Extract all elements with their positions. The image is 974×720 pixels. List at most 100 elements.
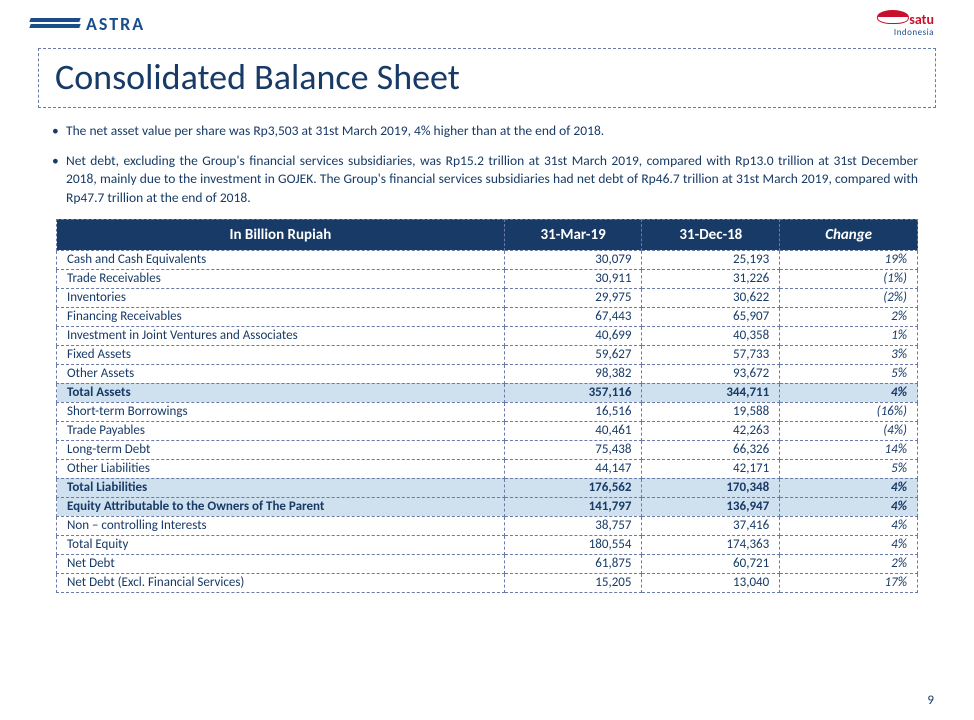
table-row: Non – controlling Interests38,75737,4164…: [57, 516, 918, 535]
value-dec18: 136,947: [642, 497, 780, 516]
value-change: 19%: [780, 250, 918, 269]
table-row: Inventories29,97530,622(2%): [57, 288, 918, 307]
value-dec18: 25,193: [642, 250, 780, 269]
value-dec18: 30,622: [642, 288, 780, 307]
value-dec18: 19,588: [642, 402, 780, 421]
col-header-change: Change: [780, 219, 918, 250]
row-label: Other Assets: [57, 364, 505, 383]
value-change: 1%: [780, 326, 918, 345]
table-row: Other Assets98,38293,6725%: [57, 364, 918, 383]
satu-logo-text-top: satu: [909, 11, 934, 28]
balance-sheet-table-wrapper: In Billion Rupiah 31-Mar-19 31-Dec-18 Ch…: [56, 219, 918, 593]
value-dec18: 13,040: [642, 573, 780, 592]
value-mar19: 176,562: [504, 478, 642, 497]
bullet-item: The net asset value per share was Rp3,50…: [66, 122, 918, 140]
balance-sheet-table: In Billion Rupiah 31-Mar-19 31-Dec-18 Ch…: [56, 219, 918, 593]
table-row: Equity Attributable to the Owners of The…: [57, 497, 918, 516]
value-change: (16%): [780, 402, 918, 421]
value-dec18: 66,326: [642, 440, 780, 459]
astra-swoosh-icon: [30, 18, 80, 30]
value-dec18: 42,263: [642, 421, 780, 440]
row-label: Investment in Joint Ventures and Associa…: [57, 326, 505, 345]
value-change: (2%): [780, 288, 918, 307]
row-label: Long-term Debt: [57, 440, 505, 459]
satu-indonesia-logo: satu Indonesia: [877, 10, 934, 37]
table-row: Net Debt (Excl. Financial Services)15,20…: [57, 573, 918, 592]
row-label: Net Debt: [57, 554, 505, 573]
value-dec18: 37,416: [642, 516, 780, 535]
value-change: 14%: [780, 440, 918, 459]
value-change: 4%: [780, 516, 918, 535]
value-mar19: 357,116: [504, 383, 642, 402]
row-label: Inventories: [57, 288, 505, 307]
value-change: 4%: [780, 497, 918, 516]
astra-logo: ASTRA: [30, 13, 145, 35]
row-label: Equity Attributable to the Owners of The…: [57, 497, 505, 516]
value-change: 2%: [780, 554, 918, 573]
satu-logo-text-bottom: Indonesia: [877, 28, 934, 37]
table-row: Trade Payables40,46142,263(4%): [57, 421, 918, 440]
slide-header: ASTRA satu Indonesia: [0, 0, 974, 42]
table-row: Investment in Joint Ventures and Associa…: [57, 326, 918, 345]
table-row: Total Assets357,116344,7114%: [57, 383, 918, 402]
row-label: Trade Payables: [57, 421, 505, 440]
value-change: 3%: [780, 345, 918, 364]
table-row: Fixed Assets59,62757,7333%: [57, 345, 918, 364]
value-mar19: 75,438: [504, 440, 642, 459]
value-dec18: 60,721: [642, 554, 780, 573]
value-change: 5%: [780, 364, 918, 383]
value-dec18: 170,348: [642, 478, 780, 497]
value-dec18: 344,711: [642, 383, 780, 402]
value-mar19: 61,875: [504, 554, 642, 573]
value-change: 5%: [780, 459, 918, 478]
col-header-dec18: 31-Dec-18: [642, 219, 780, 250]
row-label: Total Equity: [57, 535, 505, 554]
row-label: Net Debt (Excl. Financial Services): [57, 573, 505, 592]
value-mar19: 141,797: [504, 497, 642, 516]
table-row: Total Liabilities176,562170,3484%: [57, 478, 918, 497]
row-label: Fixed Assets: [57, 345, 505, 364]
value-dec18: 31,226: [642, 269, 780, 288]
value-change: (1%): [780, 269, 918, 288]
value-change: 17%: [780, 573, 918, 592]
row-label: Total Liabilities: [57, 478, 505, 497]
row-label: Trade Receivables: [57, 269, 505, 288]
row-label: Total Assets: [57, 383, 505, 402]
value-mar19: 38,757: [504, 516, 642, 535]
value-change: 4%: [780, 535, 918, 554]
slide-title: Consolidated Balance Sheet: [55, 55, 919, 99]
value-dec18: 42,171: [642, 459, 780, 478]
value-mar19: 180,554: [504, 535, 642, 554]
col-header-label: In Billion Rupiah: [57, 219, 505, 250]
row-label: Cash and Cash Equivalents: [57, 250, 505, 269]
value-mar19: 59,627: [504, 345, 642, 364]
value-mar19: 44,147: [504, 459, 642, 478]
col-header-mar19: 31-Mar-19: [504, 219, 642, 250]
bullet-list: The net asset value per share was Rp3,50…: [66, 122, 918, 207]
value-dec18: 57,733: [642, 345, 780, 364]
value-mar19: 29,975: [504, 288, 642, 307]
astra-logo-text: ASTRA: [86, 13, 145, 35]
row-label: Short-term Borrowings: [57, 402, 505, 421]
value-change: 4%: [780, 383, 918, 402]
value-mar19: 40,461: [504, 421, 642, 440]
table-row: Cash and Cash Equivalents30,07925,19319%: [57, 250, 918, 269]
value-change: 2%: [780, 307, 918, 326]
table-row: Total Equity180,554174,3634%: [57, 535, 918, 554]
value-dec18: 174,363: [642, 535, 780, 554]
value-mar19: 16,516: [504, 402, 642, 421]
indonesia-flag-icon: [876, 10, 910, 24]
table-row: Net Debt61,87560,7212%: [57, 554, 918, 573]
value-dec18: 93,672: [642, 364, 780, 383]
row-label: Other Liabilities: [57, 459, 505, 478]
value-change: (4%): [780, 421, 918, 440]
value-change: 4%: [780, 478, 918, 497]
value-mar19: 40,699: [504, 326, 642, 345]
page-number: 9: [927, 693, 934, 708]
row-label: Financing Receivables: [57, 307, 505, 326]
table-row: Other Liabilities44,14742,1715%: [57, 459, 918, 478]
bullet-item: Net debt, excluding the Group's financia…: [66, 152, 918, 207]
value-dec18: 65,907: [642, 307, 780, 326]
value-mar19: 67,443: [504, 307, 642, 326]
value-mar19: 30,911: [504, 269, 642, 288]
